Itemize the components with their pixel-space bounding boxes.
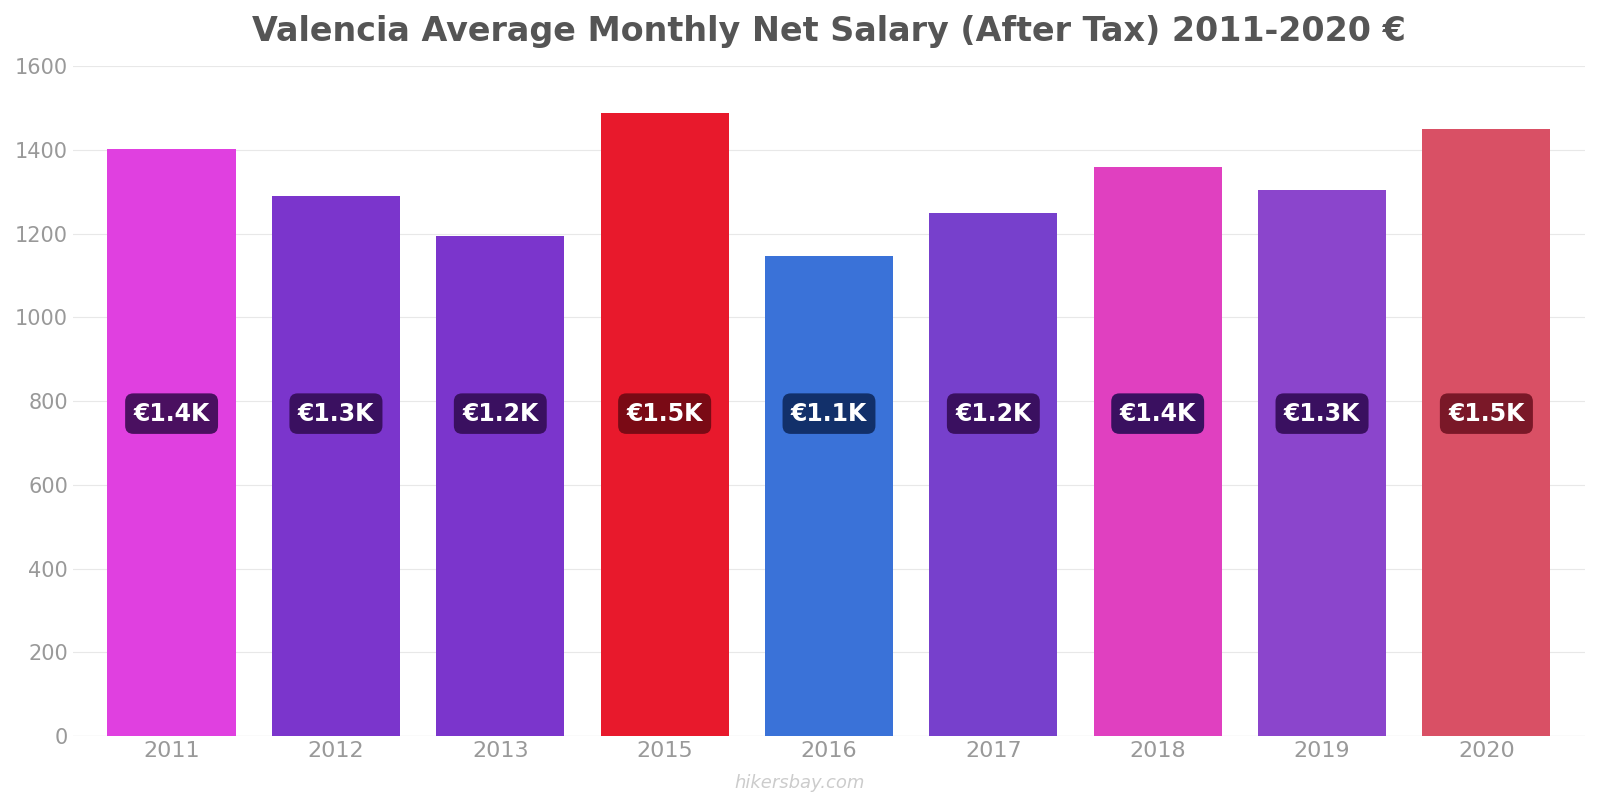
Text: €1.3K: €1.3K	[298, 402, 374, 426]
Text: €1.4K: €1.4K	[133, 402, 210, 426]
Bar	[765, 256, 893, 736]
Text: €1.5K: €1.5K	[1448, 402, 1525, 426]
Bar	[1258, 190, 1386, 736]
Bar	[930, 214, 1058, 736]
Text: €1.2K: €1.2K	[462, 402, 539, 426]
Bar	[272, 196, 400, 736]
Text: €1.4K: €1.4K	[1120, 402, 1195, 426]
Bar	[1422, 129, 1550, 736]
Text: €1.2K: €1.2K	[955, 402, 1032, 426]
Text: €1.5K: €1.5K	[626, 402, 702, 426]
Text: €1.3K: €1.3K	[1283, 402, 1360, 426]
Text: hikersbay.com: hikersbay.com	[734, 774, 866, 792]
Title: Valencia Average Monthly Net Salary (After Tax) 2011-2020 €: Valencia Average Monthly Net Salary (Aft…	[253, 15, 1406, 48]
Bar	[600, 114, 728, 736]
Text: €1.1K: €1.1K	[790, 402, 867, 426]
Bar	[1093, 167, 1222, 736]
Bar	[107, 149, 235, 736]
Bar	[437, 237, 565, 736]
